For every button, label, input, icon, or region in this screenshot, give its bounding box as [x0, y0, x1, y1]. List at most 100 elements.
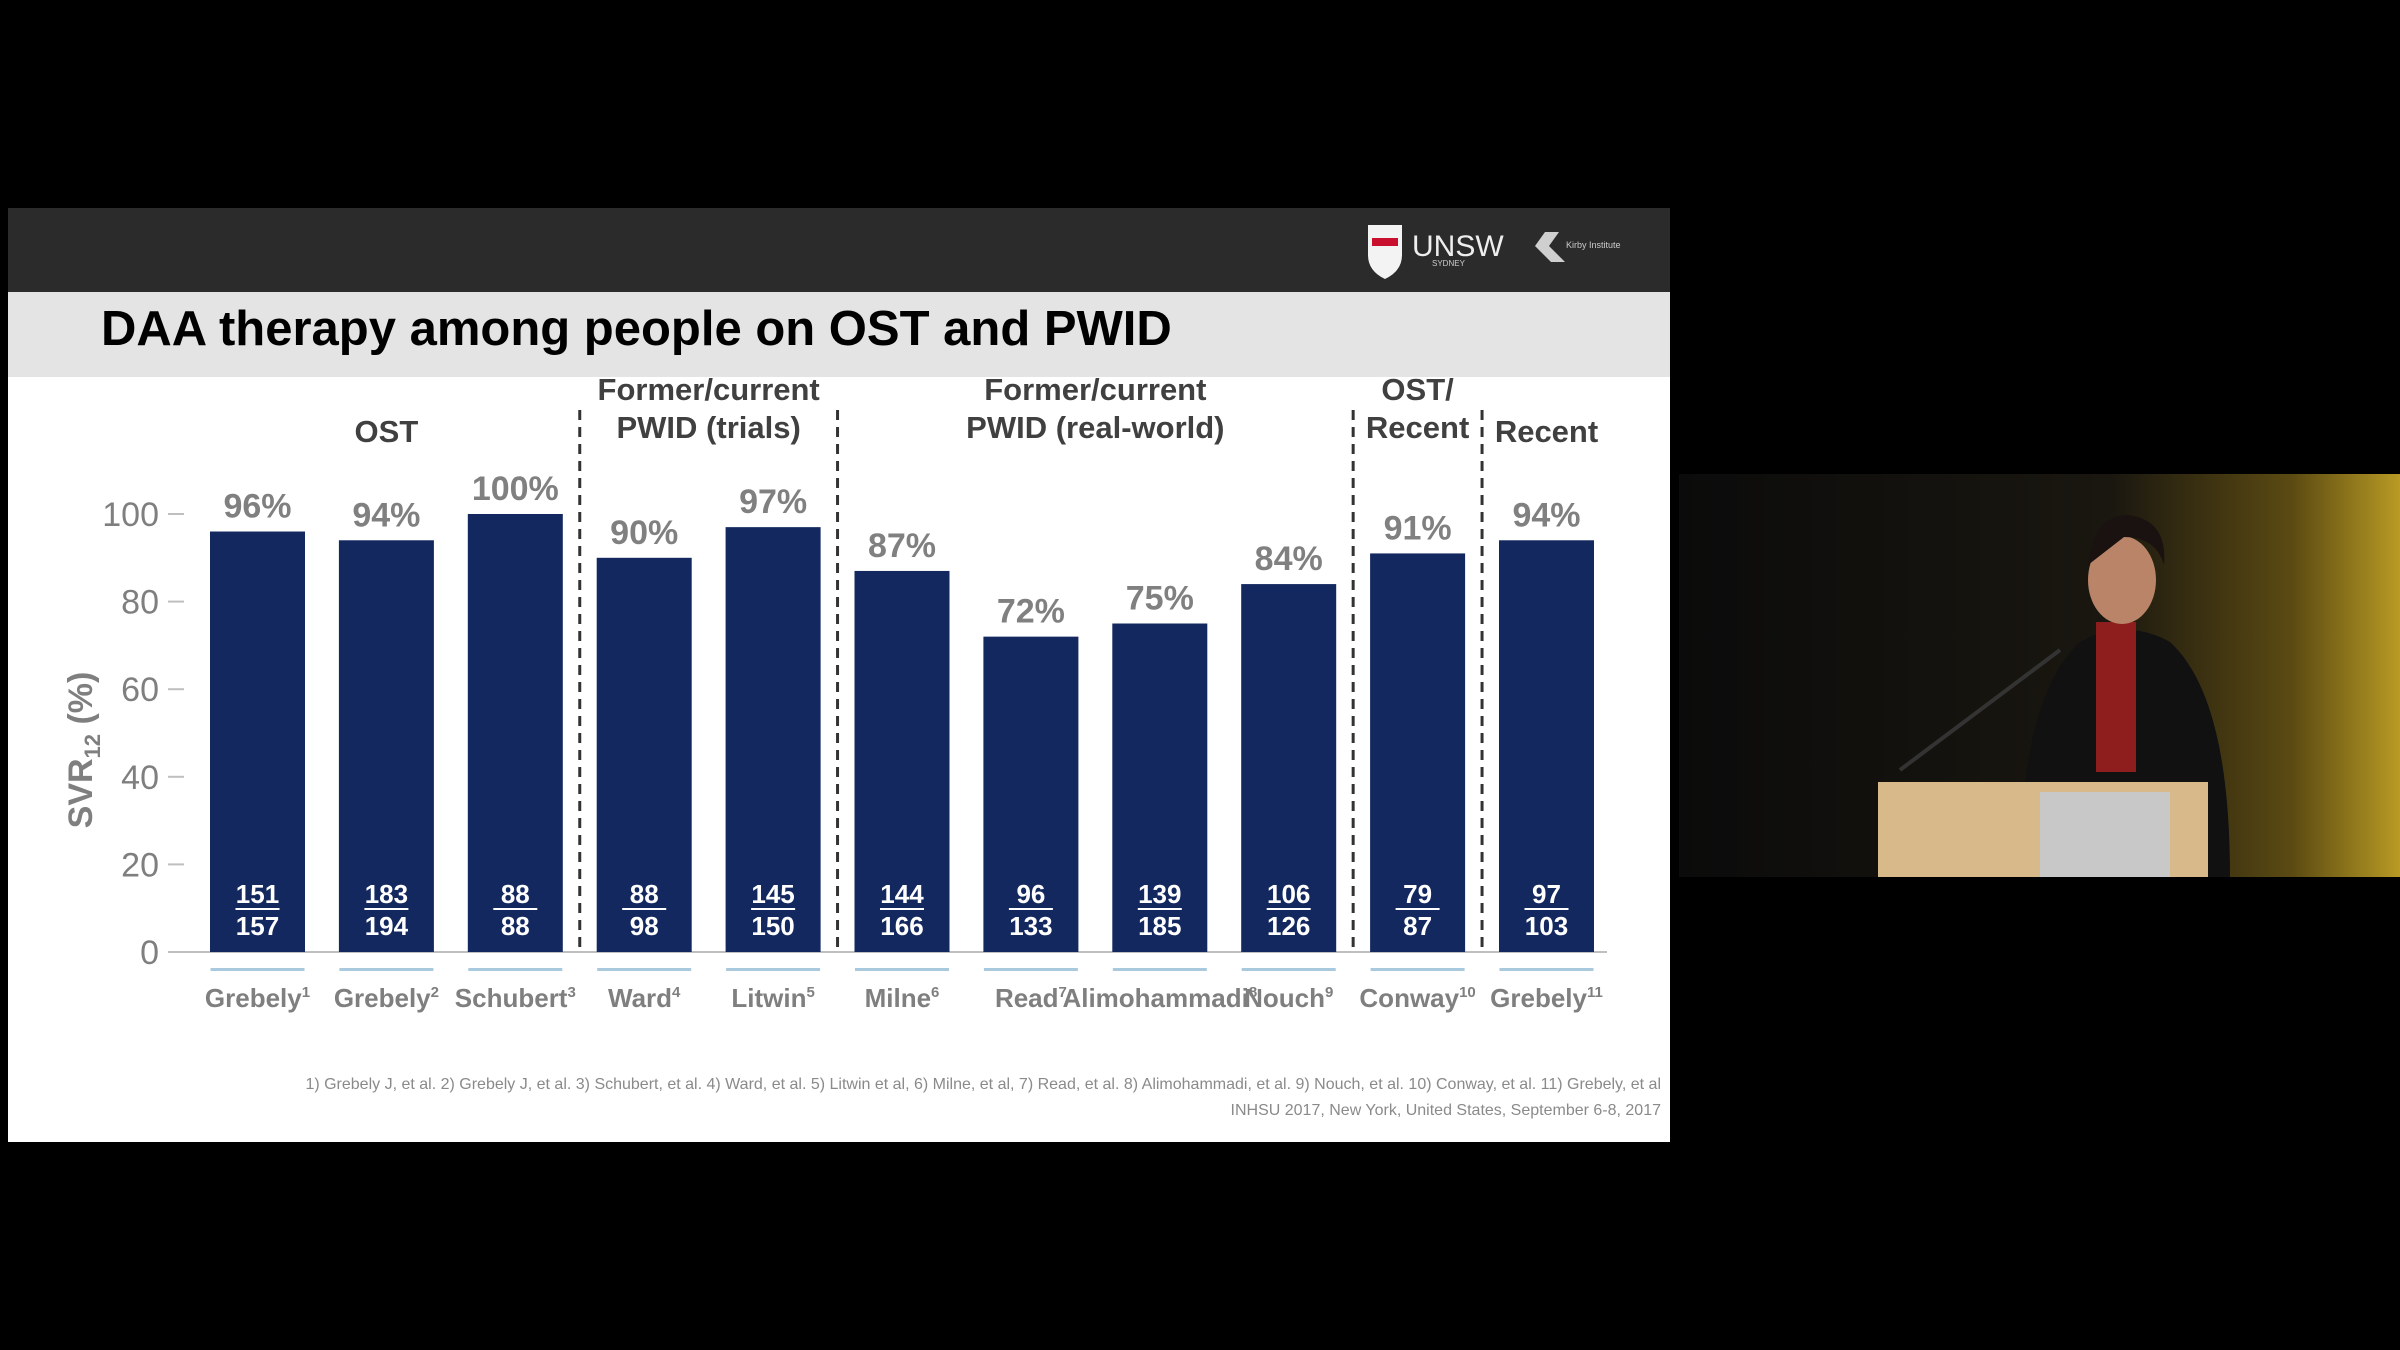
totals: 98 [630, 911, 659, 941]
y-tick-label: 20 [121, 846, 159, 884]
category-underline [1241, 968, 1336, 971]
x-tick-label: Litwin5 [731, 983, 814, 1013]
totals: 126 [1267, 911, 1310, 941]
category-underline [339, 968, 434, 971]
speaker-head [2088, 536, 2156, 624]
speaker-video [1679, 474, 2400, 877]
y-tick-label: 100 [102, 496, 159, 534]
category-name: Read [995, 983, 1059, 1013]
logo-text: UNSW [1412, 230, 1504, 263]
category-ref: 8 [1249, 984, 1257, 1001]
group-label: Former/current [598, 372, 820, 407]
y-tick-label: 40 [121, 759, 159, 797]
category-name: Alimohammadi [1062, 983, 1248, 1013]
microphone [1898, 648, 2062, 772]
value-label: 87% [868, 527, 936, 565]
totals: 133 [1009, 911, 1052, 941]
crest-band [1372, 238, 1398, 246]
value-label: 75% [1126, 580, 1194, 618]
responders: 106 [1267, 879, 1310, 909]
value-label: 100% [472, 470, 559, 508]
footnote: INHSU 2017, New York, United States, Sep… [1231, 1102, 1662, 1119]
group-label: PWID (real-world) [966, 410, 1224, 445]
responders: 88 [630, 879, 659, 909]
y-tick-label: 60 [121, 671, 159, 709]
podium-sign [2040, 792, 2170, 877]
x-tick-label: Schubert3 [455, 983, 576, 1013]
category-name: Grebely [205, 983, 302, 1013]
value-label: 94% [1512, 496, 1580, 534]
x-tick-label: Grebely1 [205, 983, 310, 1013]
category-ref: 4 [672, 984, 681, 1001]
chart-title: DAA therapy among people on OST and PWID [101, 302, 1172, 356]
group-label: OST [355, 414, 419, 449]
value-label: 84% [1255, 540, 1323, 578]
value-label: 90% [610, 514, 678, 552]
speaker-hair [2088, 515, 2165, 565]
category-name: Conway [1359, 983, 1459, 1013]
totals: 166 [880, 911, 923, 941]
group-label: Former/current [984, 372, 1206, 407]
category-name: Litwin [731, 983, 806, 1013]
bar [210, 531, 305, 952]
bar [1241, 584, 1337, 952]
category-ref: 7 [1059, 984, 1067, 1001]
category-name: Grebely [1490, 983, 1587, 1013]
category-name: Schubert [455, 983, 568, 1013]
totals: 88 [501, 911, 530, 941]
category-underline [210, 968, 305, 971]
category-ref: 9 [1325, 984, 1333, 1001]
bar [338, 540, 434, 952]
y-tick-label: 0 [140, 934, 159, 972]
x-tick-label: Grebely2 [334, 983, 439, 1013]
responders: 88 [501, 879, 530, 909]
value-label: 72% [997, 593, 1065, 631]
category-underline [983, 968, 1078, 971]
totals: 103 [1525, 911, 1568, 941]
value-label: 94% [352, 496, 420, 534]
kirby-logo: Kirby Institute [1535, 232, 1621, 262]
totals: 194 [365, 911, 409, 941]
value-label: 96% [223, 488, 291, 526]
responders: 96 [1016, 879, 1045, 909]
category-ref: 1 [302, 984, 310, 1001]
category-underline [597, 968, 692, 971]
y-tick-label: 80 [121, 584, 159, 622]
group-label: Recent [1366, 410, 1469, 445]
group-label: PWID (trials) [617, 410, 801, 445]
category-underline [1370, 968, 1465, 971]
bar [1370, 553, 1466, 952]
logo-subtext: SYDNEY [1432, 259, 1466, 268]
footnote: 1) Grebely J, et al. 2) Grebely J, et al… [305, 1076, 1661, 1093]
category-ref: 5 [806, 984, 814, 1001]
x-tick-label: Grebely11 [1490, 983, 1603, 1013]
group-label: OST/ [1381, 372, 1454, 407]
group-label: Recent [1495, 414, 1598, 449]
bar [1499, 540, 1594, 952]
category-ref: 10 [1459, 984, 1476, 1001]
x-tick-label: Nouch9 [1244, 983, 1333, 1013]
value-label: 97% [739, 483, 807, 521]
speaker-shirt [2096, 622, 2136, 772]
x-tick-label: Conway10 [1359, 983, 1475, 1013]
category-name: Nouch [1244, 983, 1325, 1013]
unsw-logo: UNSW SYDNEY [1368, 225, 1504, 279]
category-underline [1499, 968, 1594, 971]
category-name: Ward [608, 983, 672, 1013]
category-name: Grebely [334, 983, 431, 1013]
responders: 97 [1532, 879, 1561, 909]
responders: 139 [1138, 879, 1181, 909]
responders: 79 [1403, 879, 1432, 909]
category-ref: 6 [931, 984, 939, 1001]
x-tick-label: Read7 [995, 983, 1067, 1013]
x-tick-label: Milne6 [865, 983, 940, 1013]
totals: 150 [751, 911, 794, 941]
y-axis-label-part: (%) [62, 672, 100, 734]
x-tick-label: Ward4 [608, 983, 681, 1013]
bar [983, 636, 1079, 952]
category-ref: 2 [431, 984, 439, 1001]
bar [467, 514, 563, 952]
y-axis-label: SVR12 (%) [62, 672, 105, 829]
